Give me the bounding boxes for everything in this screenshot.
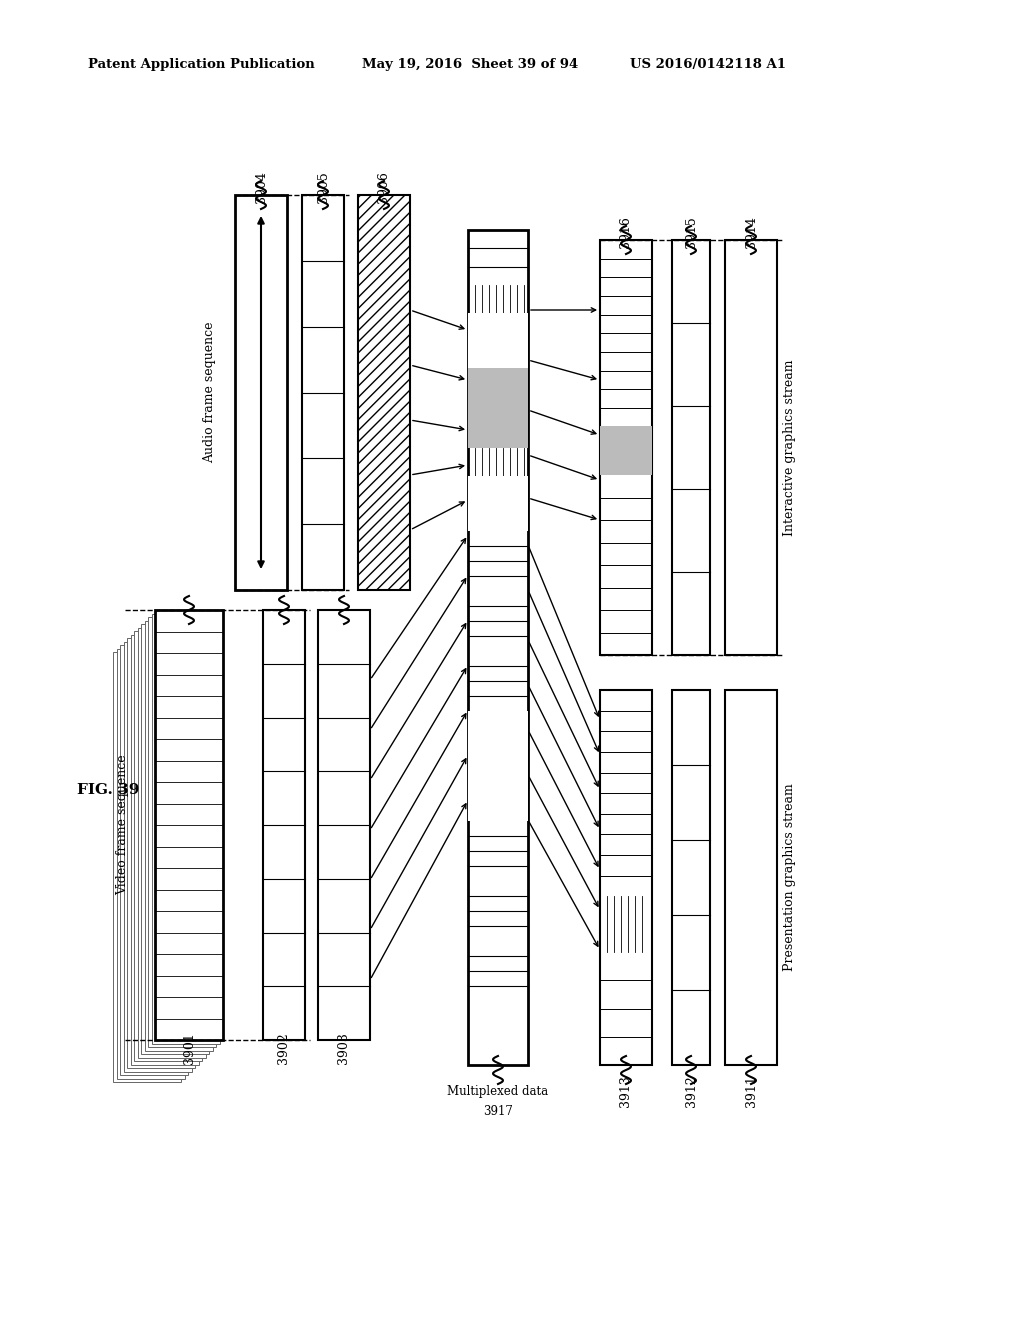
Text: 3911: 3911 [744,1074,758,1107]
Bar [127,638,195,1068]
Text: 3914: 3914 [744,216,758,248]
Bar [600,690,652,1065]
Bar [137,627,206,1057]
Text: May 19, 2016  Sheet 39 of 94: May 19, 2016 Sheet 39 of 94 [362,58,579,71]
Text: 3905: 3905 [316,172,330,203]
Bar [725,240,777,655]
Bar [144,620,213,1051]
Bar [113,652,181,1082]
Bar [468,313,528,368]
Text: 3915: 3915 [684,216,697,248]
Text: FIG. 39: FIG. 39 [77,783,139,797]
Bar [468,711,528,766]
Bar [358,195,410,590]
Bar [468,408,528,447]
Text: Video frame sequence: Video frame sequence [117,755,129,895]
Text: Presentation graphics stream: Presentation graphics stream [783,784,797,972]
Text: 3902: 3902 [278,1032,291,1064]
Bar [134,631,202,1061]
Bar [130,635,199,1064]
Text: 3913: 3913 [620,1074,633,1107]
Bar [155,610,223,1040]
Bar [600,240,652,655]
Text: 3901: 3901 [182,1032,196,1064]
Bar [468,230,528,1065]
Bar [468,766,528,821]
Bar [302,195,344,590]
Text: 3906: 3906 [378,172,390,203]
Bar [600,426,652,475]
Bar [468,477,528,531]
Text: 3916: 3916 [620,216,633,248]
Bar [152,614,219,1044]
Bar [141,624,209,1053]
Text: 3917: 3917 [483,1105,513,1118]
Text: Interactive graphics stream: Interactive graphics stream [783,359,797,536]
Bar [672,240,710,655]
Bar [148,616,216,1047]
Bar [468,368,528,408]
Bar [318,610,370,1040]
Bar [263,610,305,1040]
Bar [234,195,287,590]
Bar [672,690,710,1065]
Text: 3903: 3903 [338,1032,350,1064]
Text: Patent Application Publication: Patent Application Publication [88,58,314,71]
Bar [124,642,191,1072]
Bar [117,648,184,1078]
Bar [725,690,777,1065]
Text: Multiplexed data: Multiplexed data [447,1085,549,1098]
Text: US 2016/0142118 A1: US 2016/0142118 A1 [630,58,786,71]
Bar [120,645,188,1074]
Text: 3904: 3904 [255,172,267,203]
Text: 3912: 3912 [684,1074,697,1106]
Text: Audio frame sequence: Audio frame sequence [204,322,216,463]
